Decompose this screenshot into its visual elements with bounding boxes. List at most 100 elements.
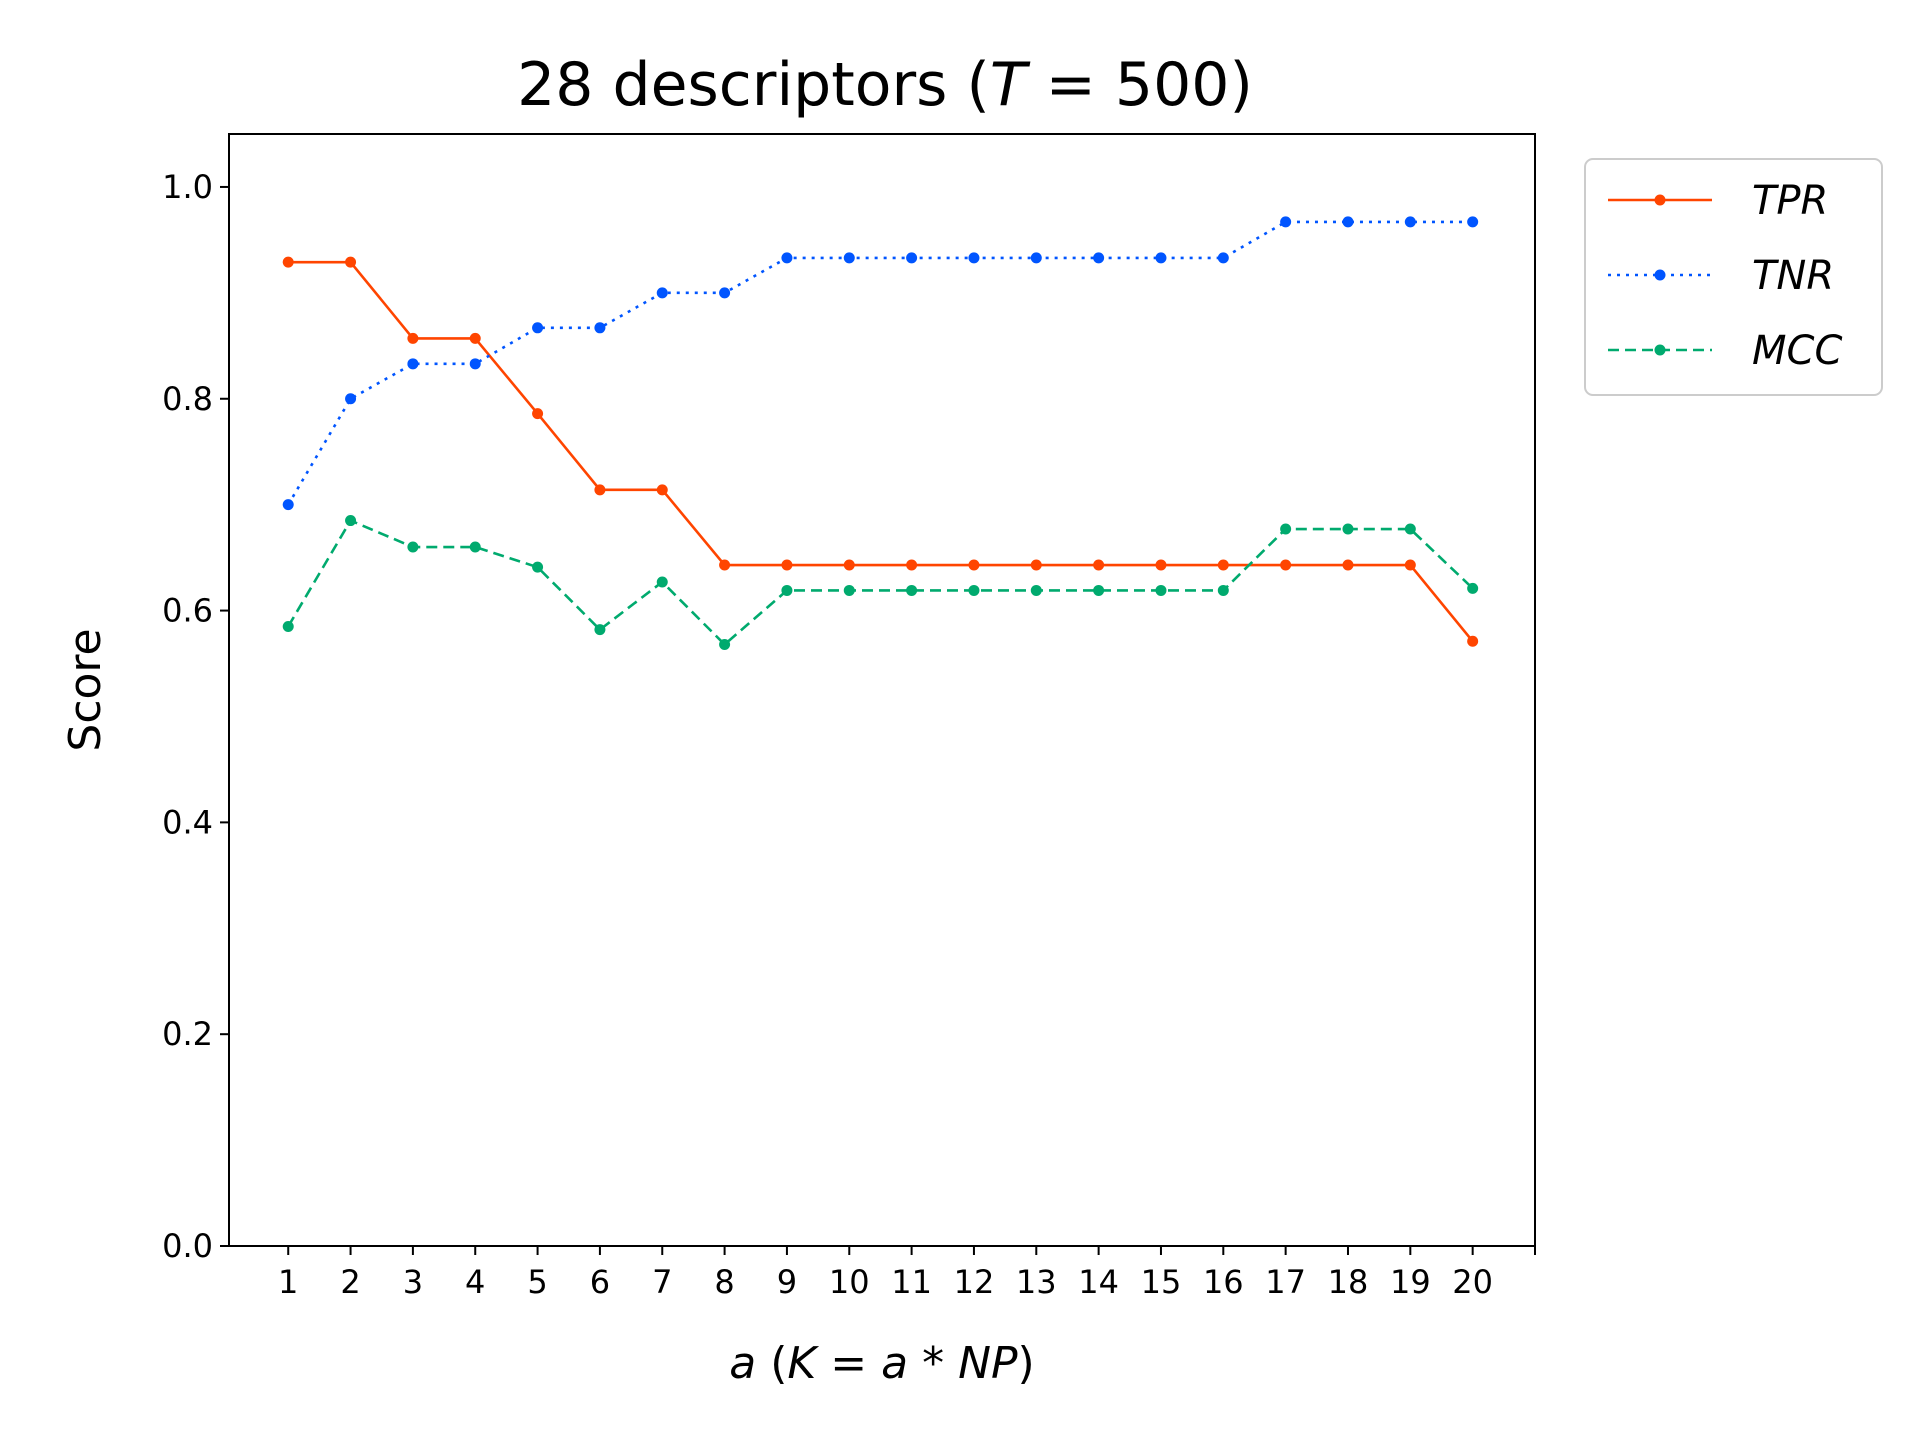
y-tick-label: 0.0: [162, 1227, 213, 1265]
x-tick-label: 4: [465, 1263, 485, 1301]
data-point-tnr: [843, 252, 855, 264]
x-tick-label: 20: [1452, 1263, 1493, 1301]
data-point-mcc: [1155, 584, 1167, 596]
data-point-mcc: [594, 624, 606, 636]
x-tick-label: 16: [1203, 1263, 1244, 1301]
data-point-tnr: [594, 322, 606, 334]
data-point-tnr: [1404, 216, 1416, 228]
data-point-mcc: [968, 584, 980, 596]
data-point-tnr: [532, 322, 544, 334]
x-tick-label: 17: [1265, 1263, 1306, 1301]
y-tick-label: 0.6: [162, 592, 213, 630]
x-tick-label: 3: [403, 1263, 423, 1301]
series-line-tpr: [288, 260, 1474, 643]
data-point-tpr: [968, 559, 980, 571]
data-point-tnr: [282, 499, 294, 511]
x-tick-label: 12: [954, 1263, 995, 1301]
data-point-tpr: [781, 559, 793, 571]
data-point-tpr: [843, 559, 855, 571]
y-axis-label: Score: [60, 628, 111, 751]
legend-label-tnr: TNR: [1752, 253, 1834, 299]
legend-frame: [1584, 158, 1883, 396]
data-point-mcc: [1093, 584, 1105, 596]
data-point-tpr: [407, 332, 419, 344]
x-tick-label: 7: [652, 1263, 672, 1301]
data-point-mcc: [469, 541, 481, 553]
data-point-mcc: [407, 541, 419, 553]
x-tick-label: 1: [278, 1263, 298, 1301]
data-point-tpr: [1030, 559, 1042, 571]
data-point-tpr: [719, 559, 731, 571]
data-point-mcc: [532, 561, 544, 573]
series-layer: [282, 216, 1479, 650]
x-axis-label: a (K = a * NP): [729, 1338, 1034, 1389]
legend-label-mcc: MCC: [1752, 328, 1842, 374]
data-point-mcc: [781, 584, 793, 596]
x-tick-label: 10: [829, 1263, 870, 1301]
data-point-mcc: [282, 620, 294, 632]
x-tick-label: 14: [1078, 1263, 1119, 1301]
data-point-tnr: [656, 287, 668, 299]
x-tick-label: 18: [1328, 1263, 1369, 1301]
data-point-tnr: [1467, 216, 1479, 228]
data-point-tpr: [1280, 559, 1292, 571]
data-point-tpr: [1467, 635, 1479, 647]
data-point-mcc: [1217, 584, 1229, 596]
x-tick-label: 19: [1390, 1263, 1431, 1301]
data-point-tnr: [1342, 216, 1354, 228]
data-point-tpr: [906, 559, 918, 571]
data-point-mcc: [1467, 582, 1479, 594]
data-point-tnr: [1093, 252, 1105, 264]
series-line-mcc: [287, 518, 1474, 647]
x-axis-ticks: 1 2 3 4 5 6 7 8 9 10 11 12 13 14 15 16 17 18 19 20: [278, 1246, 1536, 1301]
data-point-tnr: [1030, 252, 1042, 264]
x-tick-label: 13: [1016, 1263, 1057, 1301]
chart-title: 28 descriptors (T = 500): [517, 50, 1253, 120]
legend-marker-mcc: [1654, 344, 1666, 356]
x-tick-label: 9: [777, 1263, 797, 1301]
x-tick-label: 11: [891, 1263, 932, 1301]
data-point-mcc: [1342, 523, 1354, 535]
data-point-mcc: [843, 584, 855, 596]
data-point-mcc: [656, 576, 668, 588]
y-tick-label: 0.8: [162, 380, 213, 418]
data-point-tnr: [781, 252, 793, 264]
data-point-tpr: [1217, 559, 1229, 571]
legend-label-tpr: TPR: [1752, 178, 1828, 224]
data-point-tnr: [719, 287, 731, 299]
data-point-tpr: [345, 256, 357, 268]
y-tick-label: 0.2: [162, 1015, 213, 1053]
x-tick-label: 2: [340, 1263, 360, 1301]
plot-area-frame: [228, 133, 1536, 1247]
data-point-mcc: [1280, 523, 1292, 535]
data-point-tnr: [407, 358, 419, 370]
y-tick-label: 0.4: [162, 803, 213, 841]
data-point-tpr: [532, 408, 544, 420]
data-point-mcc: [1030, 584, 1042, 596]
legend: TPR TNR MCC: [1584, 158, 1883, 396]
x-tick-label: 6: [590, 1263, 610, 1301]
data-point-tnr: [1217, 252, 1229, 264]
data-point-tpr: [1093, 559, 1105, 571]
data-point-tnr: [1155, 252, 1167, 264]
data-point-tnr: [968, 252, 980, 264]
series-line-tnr: [287, 220, 1473, 506]
x-tick-label: 15: [1141, 1263, 1182, 1301]
legend-marker-tnr: [1654, 269, 1666, 281]
data-point-tpr: [469, 332, 481, 344]
data-point-tpr: [282, 256, 294, 268]
data-point-tpr: [656, 484, 668, 496]
data-point-tpr: [1155, 559, 1167, 571]
data-point-tnr: [469, 358, 481, 370]
y-axis-ticks: 0.0 0.2 0.4 0.6 0.8 1.0: [162, 168, 229, 1265]
data-point-tpr: [1404, 559, 1416, 571]
x-tick-label: 5: [527, 1263, 547, 1301]
data-point-mcc: [719, 638, 731, 650]
x-tick-label: 8: [714, 1263, 734, 1301]
data-point-mcc: [1404, 523, 1416, 535]
data-point-tnr: [345, 393, 357, 405]
legend-marker-tpr: [1654, 194, 1666, 206]
data-point-mcc: [906, 584, 918, 596]
data-point-tpr: [1342, 559, 1354, 571]
